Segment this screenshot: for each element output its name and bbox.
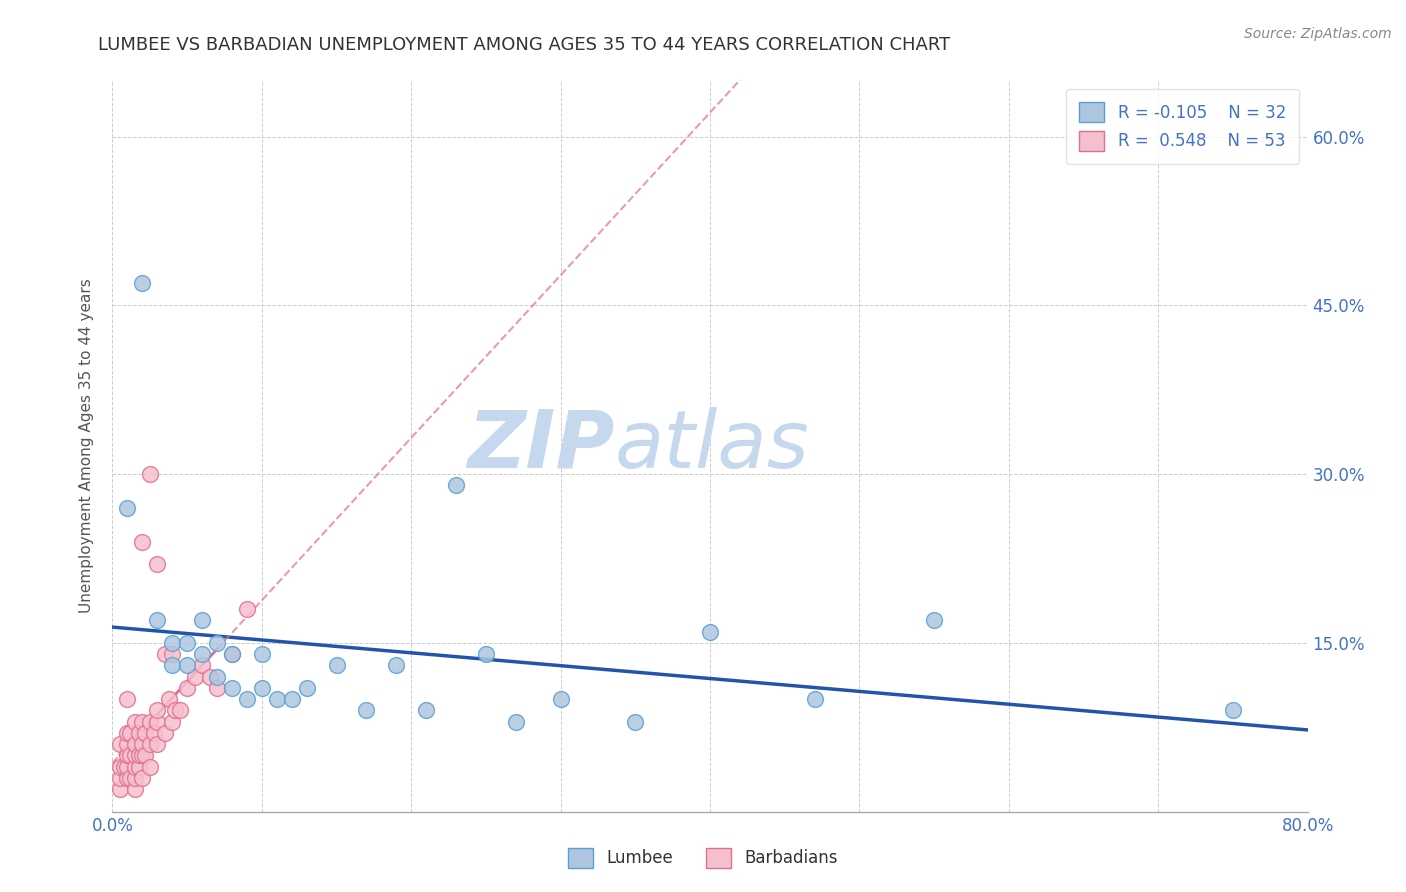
Point [162, 658, 183, 673]
Point [922, 614, 945, 628]
Point [131, 276, 153, 290]
Point [117, 748, 139, 763]
Point [146, 557, 169, 571]
Point [108, 771, 131, 785]
Point [221, 647, 243, 661]
Point [146, 737, 169, 751]
Point [124, 771, 146, 785]
Point [117, 500, 139, 515]
Point [153, 647, 176, 661]
Point [146, 703, 169, 717]
Point [415, 703, 437, 717]
Point [356, 703, 378, 717]
Legend: Lumbee, Barbadians: Lumbee, Barbadians [561, 841, 845, 875]
Point [114, 760, 135, 774]
Point [124, 714, 146, 729]
Point [157, 692, 180, 706]
Point [699, 624, 721, 639]
Point [134, 748, 156, 763]
Point [131, 748, 153, 763]
Point [183, 670, 205, 684]
Point [205, 681, 228, 695]
Point [117, 726, 139, 740]
Point [1222, 703, 1244, 717]
Point [281, 692, 304, 706]
Point [176, 681, 198, 695]
Point [205, 670, 228, 684]
Point [117, 692, 139, 706]
Point [221, 681, 243, 695]
Point [134, 726, 156, 740]
Point [169, 703, 191, 717]
Point [176, 636, 198, 650]
Point [146, 714, 169, 729]
Point [131, 714, 153, 729]
Point [165, 703, 187, 717]
Point [236, 602, 259, 616]
Point [250, 681, 273, 695]
Point [128, 760, 150, 774]
Point [191, 658, 214, 673]
Point [131, 771, 153, 785]
Point [117, 760, 139, 774]
Point [146, 614, 169, 628]
Point [108, 760, 131, 774]
Point [139, 737, 162, 751]
Point [124, 760, 146, 774]
Point [550, 692, 572, 706]
Point [198, 670, 221, 684]
Point [108, 737, 131, 751]
Point [139, 467, 162, 482]
Point [108, 782, 131, 797]
Point [153, 726, 176, 740]
Point [236, 692, 259, 706]
Text: ZIP: ZIP [467, 407, 614, 485]
Point [205, 636, 228, 650]
Point [117, 737, 139, 751]
Point [139, 760, 162, 774]
Point [385, 658, 408, 673]
Point [124, 737, 146, 751]
Point [250, 647, 273, 661]
Point [124, 782, 146, 797]
Point [120, 748, 142, 763]
Point [295, 681, 318, 695]
Text: LUMBEE VS BARBADIAN UNEMPLOYMENT AMONG AGES 35 TO 44 YEARS CORRELATION CHART: LUMBEE VS BARBADIAN UNEMPLOYMENT AMONG A… [98, 36, 950, 54]
Point [176, 658, 198, 673]
Point [131, 737, 153, 751]
Point [117, 771, 139, 785]
Point [266, 692, 288, 706]
Point [120, 726, 142, 740]
Point [143, 726, 166, 740]
Point [803, 692, 825, 706]
Text: Source: ZipAtlas.com: Source: ZipAtlas.com [1244, 27, 1392, 41]
Point [162, 636, 183, 650]
Point [221, 647, 243, 661]
Point [162, 647, 183, 661]
Point [505, 714, 527, 729]
Point [128, 726, 150, 740]
Point [139, 714, 162, 729]
Point [191, 614, 214, 628]
Point [124, 748, 146, 763]
Point [131, 534, 153, 549]
Point [120, 771, 142, 785]
Legend: R = -0.105    N = 32, R =  0.548    N = 53: R = -0.105 N = 32, R = 0.548 N = 53 [1066, 88, 1299, 164]
Point [325, 658, 347, 673]
Text: atlas: atlas [614, 407, 810, 485]
Point [475, 647, 498, 661]
Point [191, 647, 214, 661]
Y-axis label: Unemployment Among Ages 35 to 44 years: Unemployment Among Ages 35 to 44 years [79, 278, 94, 614]
Point [162, 714, 183, 729]
Point [444, 478, 467, 492]
Point [624, 714, 647, 729]
Point [128, 748, 150, 763]
